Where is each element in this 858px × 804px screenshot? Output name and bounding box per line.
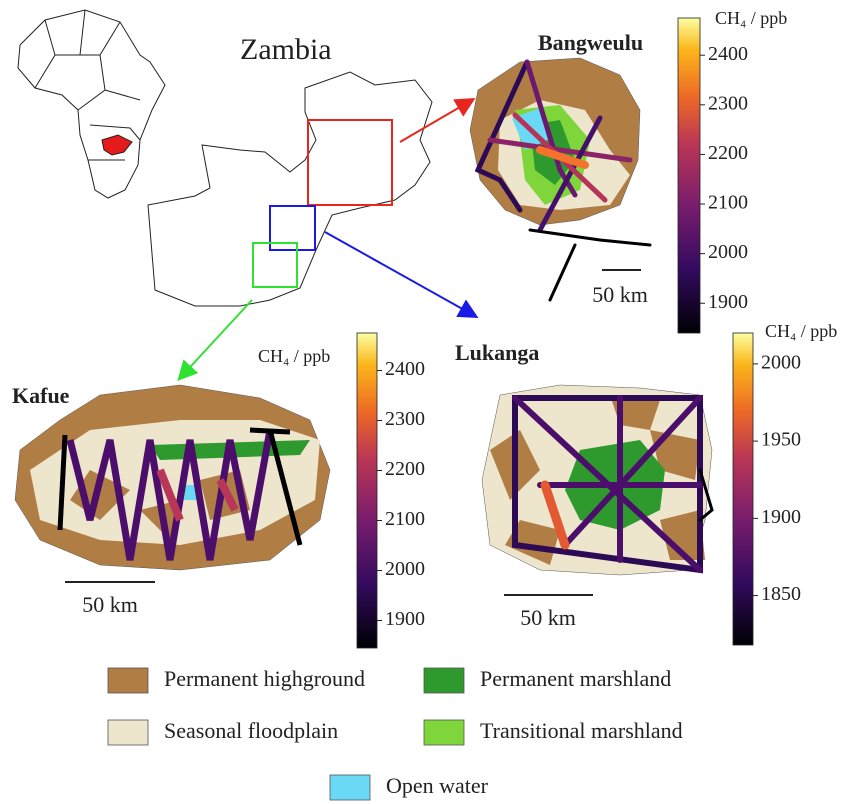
bangweulu-map: [469, 57, 652, 302]
arrow: [324, 231, 479, 318]
africa-inset: [17, 9, 166, 199]
zambia-outline: [147, 71, 433, 307]
colorbar-tick-label: 2100: [708, 192, 748, 214]
legend-label: Seasonal floodplain: [164, 718, 338, 743]
legend-swatch: [107, 667, 149, 694]
legend-swatch: [423, 667, 465, 694]
colorbar-tick-label: 2300: [708, 92, 748, 114]
colorbar-tick-label: 2100: [385, 508, 425, 530]
colorbar-tick-label: 2400: [385, 358, 425, 380]
panel-label: Kafue: [12, 383, 70, 408]
colorbar-tick-label: 2000: [708, 241, 748, 263]
colorbar-tick-label: 2000: [385, 558, 425, 580]
lukanga-map: [481, 384, 714, 576]
kafue-box: [252, 242, 298, 288]
legend-label: Open water: [386, 773, 489, 798]
colorbar-tick-label: 2200: [385, 458, 425, 480]
colorbar-tick-label: 1950: [761, 429, 801, 451]
colorbar-label: CH₄ / ppb: [258, 346, 330, 366]
map-title: Zambia: [240, 33, 332, 66]
legend-label: Permanent highground: [164, 666, 365, 691]
legend-label: Permanent marshland: [480, 666, 671, 691]
legend-label: Transitional marshland: [480, 718, 683, 743]
bangweulu-box: [307, 119, 393, 206]
colorbar-label: CH₄ / ppb: [765, 321, 837, 341]
colorbar-tick-label: 1900: [385, 608, 425, 630]
colorbar-tick-label: 2000: [761, 351, 801, 373]
scale-label: 50 km: [82, 592, 138, 617]
kafue-map: [14, 384, 331, 571]
colorbar: [356, 332, 378, 649]
colorbar: [677, 17, 701, 334]
colorbar-tick-label: 1900: [761, 506, 801, 528]
colorbar-label: CH₄ / ppb: [715, 8, 787, 28]
scale-label: 50 km: [592, 282, 648, 307]
arrow: [177, 299, 253, 381]
panel-label: Lukanga: [455, 340, 539, 365]
colorbar-tick-label: 1900: [708, 291, 748, 313]
lukanga-box: [269, 205, 316, 251]
legend-swatch: [329, 774, 371, 801]
colorbar-tick-label: 1850: [761, 583, 801, 605]
legend-swatch: [107, 719, 149, 746]
colorbar-tick-label: 2400: [708, 43, 748, 65]
arrow: [399, 97, 476, 143]
panel-label: Bangweulu: [538, 30, 643, 55]
legend-swatch: [423, 719, 465, 746]
colorbar-tick-label: 2300: [385, 408, 425, 430]
scale-label: 50 km: [520, 605, 576, 630]
colorbar-tick-label: 2200: [708, 142, 748, 164]
colorbar: [732, 332, 754, 646]
